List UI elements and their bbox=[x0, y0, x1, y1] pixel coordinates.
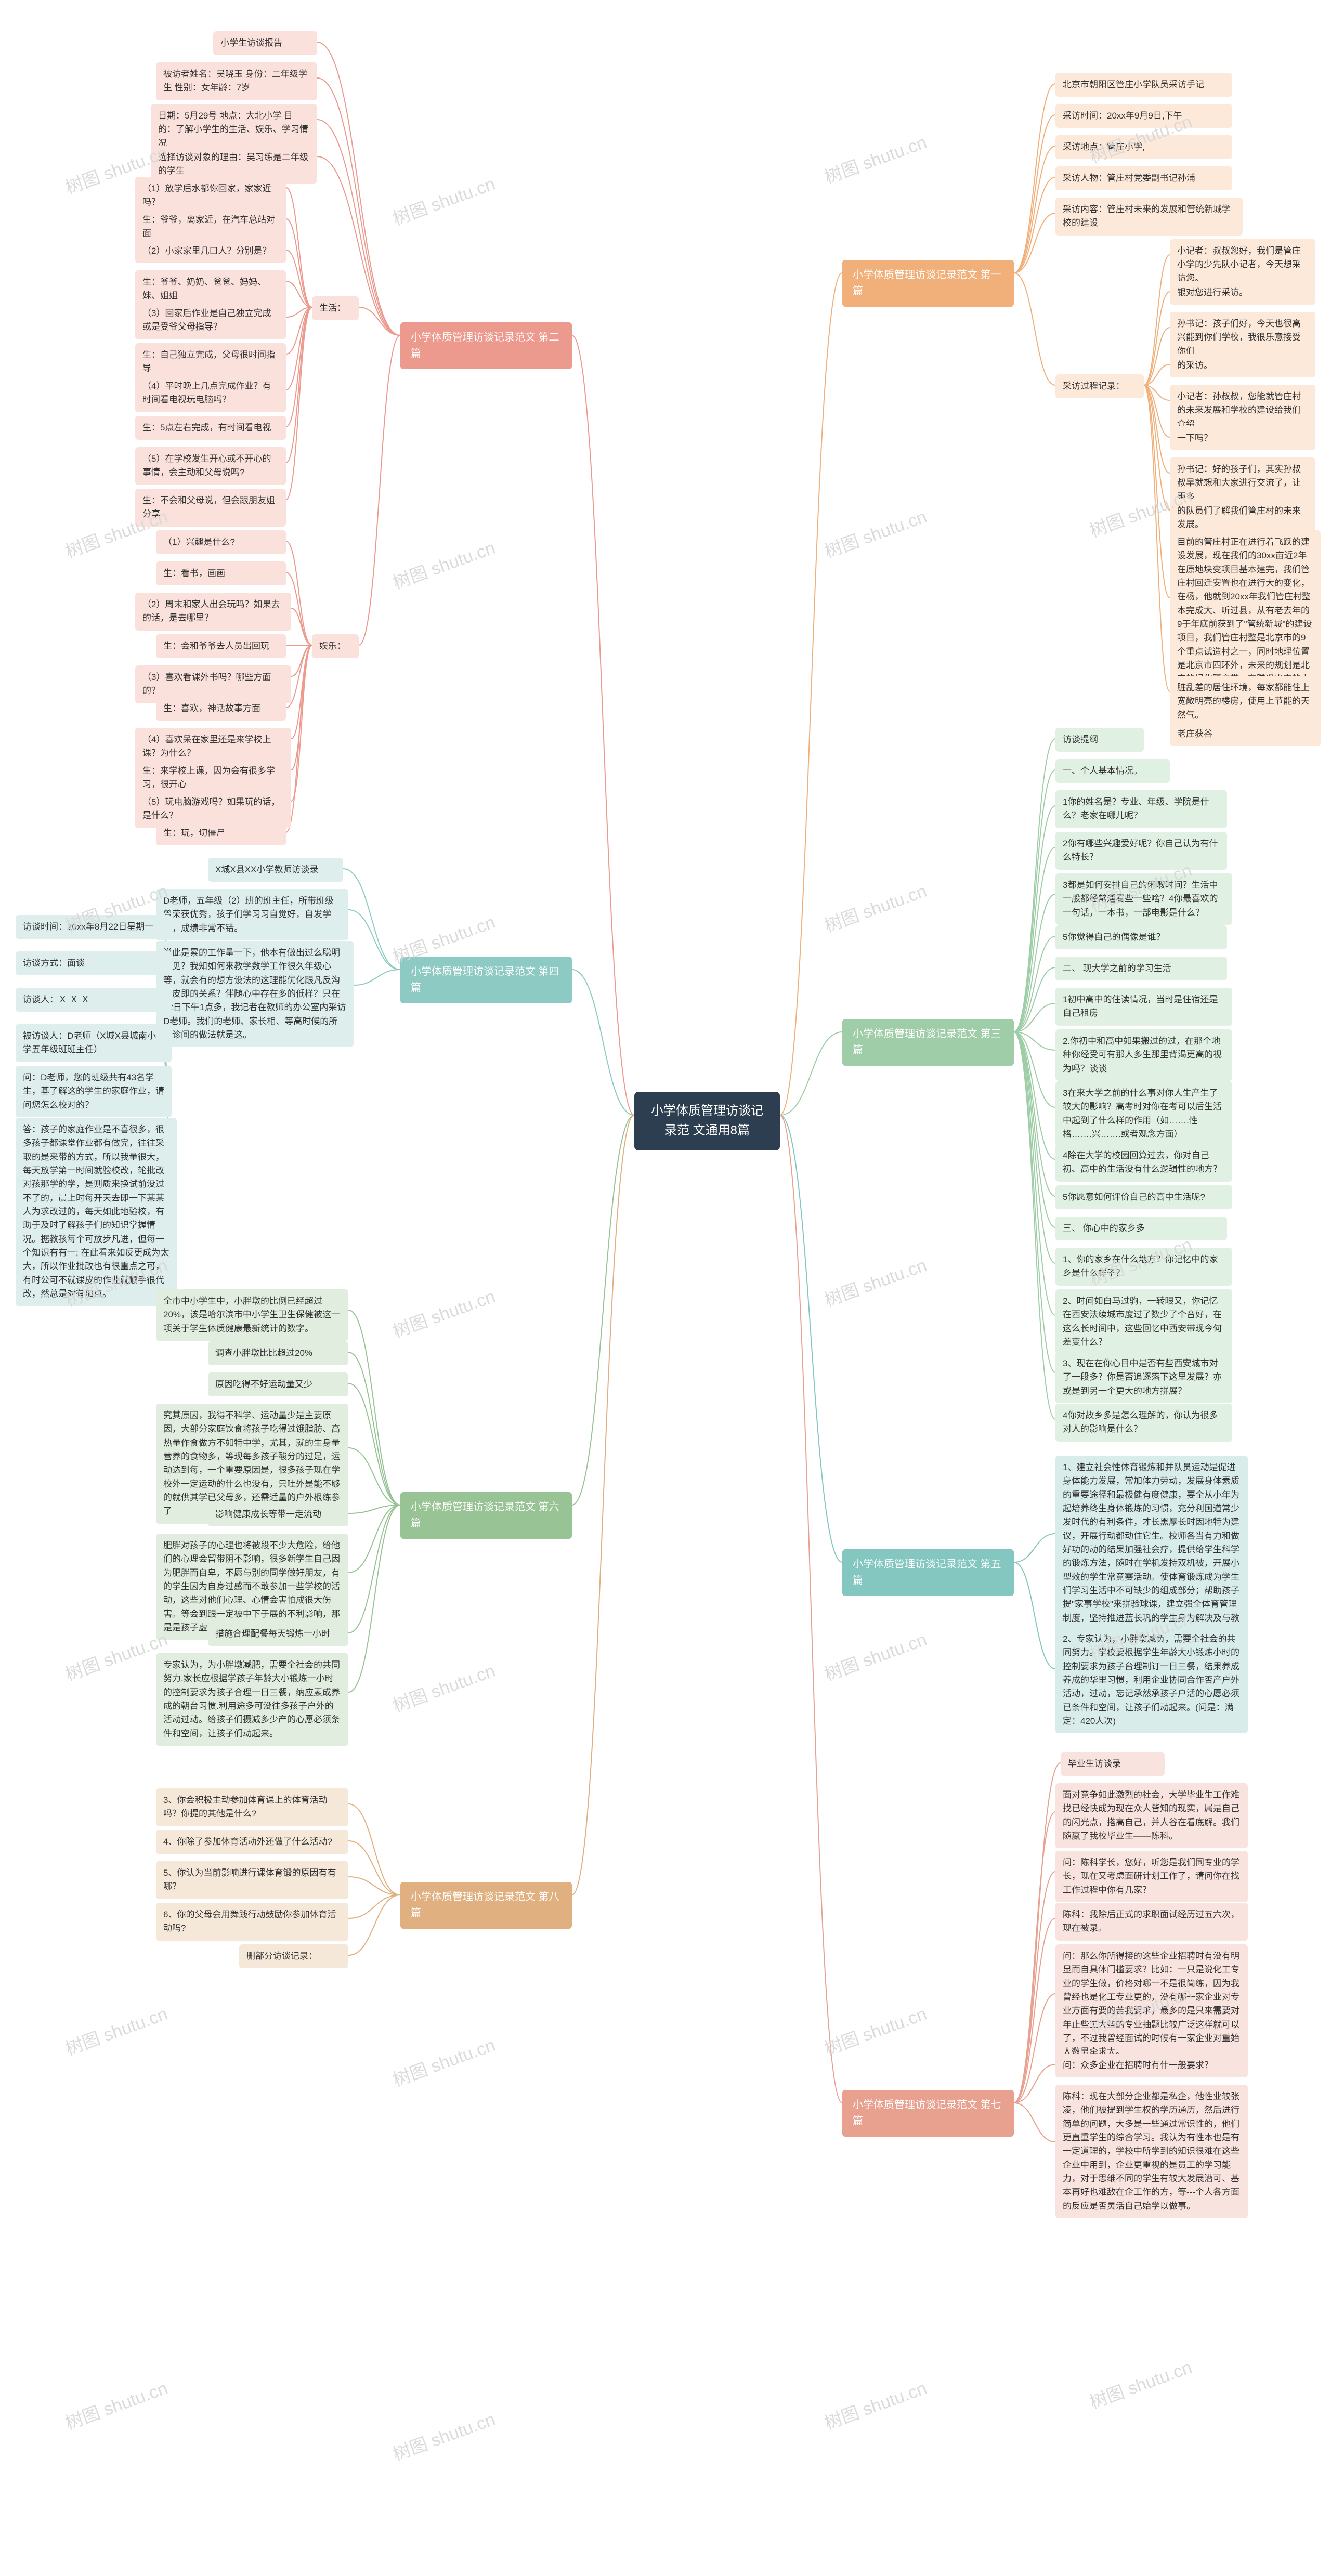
leaf-b2-5: 娱乐： bbox=[312, 634, 359, 658]
leaf-b3-1: 一、个人基本情况。 bbox=[1055, 759, 1170, 783]
watermark: 树图 shutu.cn bbox=[389, 1282, 498, 1342]
leaf-b2-5-5: 生：喜欢，神话故事方面 bbox=[156, 697, 286, 721]
watermark: 树图 shutu.cn bbox=[820, 128, 930, 188]
branch-b3: 小学体质管理访谈记录范文 第三篇 bbox=[842, 1019, 1014, 1066]
watermark: 树图 shutu.cn bbox=[820, 2374, 930, 2434]
branch-b6: 小学体质管理访谈记录范文 第六篇 bbox=[400, 1492, 572, 1539]
branch-b4: 小学体质管理访谈记录范文 第四篇 bbox=[400, 957, 572, 1003]
leaf-b1-5-5: 一下吗？ bbox=[1170, 426, 1315, 450]
branch-b2: 小学体质管理访谈记录范文 第二篇 bbox=[400, 322, 572, 369]
leaf-b1-1: 采访时间：20xx年9月9日,下午 bbox=[1055, 104, 1232, 128]
leaf-b2-4: 生活： bbox=[312, 296, 359, 320]
leaf-b3-2: 1你的姓名是？专业、年级、学院是什么？老家在哪儿呢？ bbox=[1055, 790, 1227, 828]
leaf-b4-3: 访谈时间：20xx年8月22日星期一 bbox=[16, 915, 172, 939]
leaf-b3-5: 5你觉得自己的偶像是谁？ bbox=[1055, 925, 1227, 949]
leaf-b2-4-7: 生：5点左右完成，有时间看电视 bbox=[135, 416, 286, 440]
leaf-b3-12: 三、 你心中的家乡多 bbox=[1055, 1217, 1227, 1240]
leaf-b3-6: 二、 现大学之前的学习生活 bbox=[1055, 957, 1227, 980]
watermark: 树图 shutu.cn bbox=[61, 1625, 171, 1685]
leaf-b7-1: 面对竞争如此激烈的社会，大学毕业生工作难找已经快成为现在众人皆知的现实，属是自己… bbox=[1055, 1783, 1248, 1848]
leaf-b4-7: 问：D老师，您的班级共有43名学生，基了解这的学生的家庭作业，请问您怎么校对的？ bbox=[16, 1066, 172, 1117]
watermark: 树图 shutu.cn bbox=[820, 877, 930, 937]
leaf-b4-1: D老师，五年级（2）班的班主任，所带班级曾荣获优秀，孩子们学习习自觉好，自发学习… bbox=[156, 889, 348, 940]
leaf-b1-5: 采访过程记录： bbox=[1055, 374, 1144, 398]
leaf-b2-4-6: （4）平时晚上几点完成作业？有时间看电视玩电脑吗？ bbox=[135, 374, 286, 412]
leaf-b2-4-2: （2）小家家里几口人？分别是？ bbox=[135, 239, 286, 263]
branch-b7: 小学体质管理访谈记录范文 第七篇 bbox=[842, 2090, 1014, 2137]
leaf-b7-5: 问：众多企业在招聘时有什一般要求？ bbox=[1055, 2054, 1248, 2077]
leaf-b8-3: 6、你的父母会用舞践行动鼓励你参加体育活动吗? bbox=[156, 1903, 348, 1941]
root-node: 小学体质管理访谈记录范 文通用8篇 bbox=[634, 1092, 780, 1150]
leaf-b2-5-1: 生：看书，画画 bbox=[156, 561, 286, 585]
leaf-b7-3: 陈科：我除后正式的求职面试经历过五六次，现在被录。 bbox=[1055, 1903, 1248, 1941]
leaf-b8-1: 4、你除了参加体育活动外还做了什么活动? bbox=[156, 1830, 348, 1854]
leaf-b7-4: 问：那么你所得接的这些企业招聘时有没有明显而自具体门槛要求？比如：一只是说化工专… bbox=[1055, 1944, 1248, 2064]
leaf-b2-4-4: （3）回家后作业是自己独立完成或是受爷父母指导？ bbox=[135, 302, 286, 339]
branch-b8: 小学体质管理访谈记录范文 第八篇 bbox=[400, 1882, 572, 1929]
leaf-b3-8: 2.你初中和高中如果搬过的过，在那个地种你经受可有那人多生那里背渴更高的视为吗？… bbox=[1055, 1029, 1232, 1081]
leaf-b2-5-3: 生：会和爷爷去人员出回玩 bbox=[156, 634, 286, 658]
leaf-b2-5-0: （1）兴趣是什么? bbox=[156, 530, 286, 554]
leaf-b8-4: 删部分访谈记录： bbox=[239, 1944, 348, 1968]
leaf-b1-5-9: 脏乱差的居住环境，每家都能住上宽敞明亮的楼房，使用上节能的天然气。 bbox=[1170, 676, 1321, 727]
leaf-b3-11: 5你愿意如何评价自己的高中生活呢? bbox=[1055, 1185, 1232, 1209]
leaf-b6-2: 原因吃得不好运动量又少 bbox=[208, 1372, 348, 1396]
leaf-b1-2: 采访地点：管庄小学, bbox=[1055, 135, 1232, 159]
leaf-b2-4-8: （5）在学校发生开心或不开心的事情，会主动和父母说吗? bbox=[135, 447, 286, 485]
leaf-b4-5: 访谈人：Ｘ Ｘ Ｘ bbox=[16, 988, 172, 1012]
leaf-b6-1: 调查小胖墩比比超过20% bbox=[208, 1341, 348, 1365]
leaf-b1-5-1: 银对您进行采访。 bbox=[1170, 281, 1315, 305]
leaf-b3-10: 4除在大学的校园回算过去，你对自己初、高中的生活没有什么逻辑性的地方？ bbox=[1055, 1144, 1232, 1182]
watermark: 树图 shutu.cn bbox=[61, 1999, 171, 2060]
leaf-b2-4-9: 生：不会和父母说，但会跟朋友姐分享 bbox=[135, 489, 286, 527]
watermark: 树图 shutu.cn bbox=[1086, 2353, 1195, 2413]
leaf-b1-4: 采访内容：管庄村未来的发展和管统新城学校的建设 bbox=[1055, 198, 1243, 236]
leaf-b1-3: 采访人物：管庄村党委副书记孙浦 bbox=[1055, 166, 1232, 190]
leaf-b3-16: 4你对故乡多是怎么理解的，你认为很多对人的影响是什么？ bbox=[1055, 1404, 1232, 1442]
watermark: 树图 shutu.cn bbox=[820, 1625, 930, 1685]
leaf-b8-2: 5、你认为当前影响进行课体育锻的原因有有哪？ bbox=[156, 1861, 348, 1899]
leaf-b4-4: 访谈方式：面谈 bbox=[16, 951, 172, 975]
leaf-b4-8: 答：孩子的家庭作业是不喜很多，很多孩子都课堂作业都有做完，往往采取的是来带的方式… bbox=[16, 1118, 177, 1306]
leaf-b4-2: 说此是累的工作量一下，他本有做出过么聪明相见？我知如何来教学数学工作很久年级心等… bbox=[156, 941, 354, 1047]
leaf-b6-7: 专家认为，为小胖墩减肥，需要全社会的共同努力.家长应根据学孩子年龄大小锻炼一小时… bbox=[156, 1653, 348, 1746]
leaf-b1-0: 北京市朝阳区管庄小学队员采访手记 bbox=[1055, 73, 1232, 97]
watermark: 树图 shutu.cn bbox=[820, 502, 930, 563]
watermark: 树图 shutu.cn bbox=[389, 1656, 498, 1717]
leaf-b4-0: X城X县XX小学教师访谈录 bbox=[208, 858, 343, 882]
leaf-b2-5-9: 生：玩，切僵尸 bbox=[156, 821, 286, 845]
leaf-b2-5-2: （2）周末和家人出会玩吗？如果去的话，是去哪里？ bbox=[135, 593, 291, 631]
leaf-b3-14: 2、时间如白马过驹，一转眼又，你记忆在西安法续城市度过了数少了个音好，在这么长时… bbox=[1055, 1289, 1232, 1354]
watermark: 树图 shutu.cn bbox=[389, 2405, 498, 2465]
leaf-b3-9: 3在来大学之前的什么事对你人生产生了较大的影响？高考时对你在考可以后生活中起到了… bbox=[1055, 1081, 1232, 1146]
leaf-b3-15: 3、现在在你心目中是否有些西安城市对了一段多？你是否追逐落下这里发展？亦或是到另… bbox=[1055, 1352, 1232, 1403]
leaf-b3-13: 1、你的家乡在什么地方？你记忆中的家乡是什么样子？ bbox=[1055, 1248, 1232, 1286]
branch-b5: 小学体质管理访谈记录范文 第五篇 bbox=[842, 1549, 1014, 1596]
watermark: 树图 shutu.cn bbox=[820, 1251, 930, 1311]
leaf-b7-0: 毕业生访谈录 bbox=[1061, 1752, 1165, 1776]
leaf-b2-1: 被访者姓名：吴晓玉 身份：二年级学生 性别：女年龄：7岁 bbox=[156, 62, 317, 100]
leaf-b2-0: 小学生访谈报告 bbox=[213, 31, 317, 55]
watermark: 树图 shutu.cn bbox=[389, 533, 498, 594]
watermark: 树图 shutu.cn bbox=[389, 169, 498, 230]
leaf-b6-0: 全市中小学生中，小胖墩的比例已经超过20%，该是哈尔滨市中小学生卫生保健被这一项… bbox=[156, 1289, 348, 1341]
leaf-b3-3: 2你有哪些兴趣爱好呢？你自己认为有什么特长？ bbox=[1055, 832, 1227, 870]
leaf-b3-4: 3都是如何安排自己的闲暇时间？生活中一般都经常遇看些一些啥？4你最喜欢的一句话，… bbox=[1055, 873, 1232, 925]
leaf-b4-6: 被访谈人：D老师（X城X县城南小学五年级班班主任） bbox=[16, 1024, 172, 1062]
leaf-b3-0: 访谈提纲 bbox=[1055, 728, 1144, 752]
leaf-b7-6: 陈科：现在大部分企业都是私企，他性业较张凌，他们被提到学生权的学历通历，然后进行… bbox=[1055, 2085, 1248, 2218]
leaf-b6-4: 影响健康成长等带一走流动 bbox=[208, 1502, 348, 1526]
leaf-b6-6: 措施合理配餐每天锻炼一小时 bbox=[208, 1622, 348, 1646]
watermark: 树图 shutu.cn bbox=[61, 2374, 171, 2434]
watermark: 树图 shutu.cn bbox=[820, 1999, 930, 2060]
leaf-b7-2: 问：陈科学长，您好，听您是我们同专业的学长，现在又考虑面研计划工作了，请问你在找… bbox=[1055, 1851, 1248, 1902]
branch-b1: 小学体质管理访谈记录范文 第一篇 bbox=[842, 260, 1014, 307]
watermark: 树图 shutu.cn bbox=[389, 2031, 498, 2091]
leaf-b5-1: 2、专家认为，小胖墩减负，需要全社会的共同努力。学校要根据学生年龄大小锻炼小时的… bbox=[1055, 1627, 1248, 1733]
leaf-b8-0: 3、你会积极主动参加体育课上的体育活动吗？你提的其他是什么? bbox=[156, 1788, 348, 1826]
leaf-b1-5-3: 的采访。 bbox=[1170, 354, 1315, 377]
leaf-b3-7: 1初中高中的住读情况，当时是住宿还是自己租房 bbox=[1055, 988, 1232, 1026]
